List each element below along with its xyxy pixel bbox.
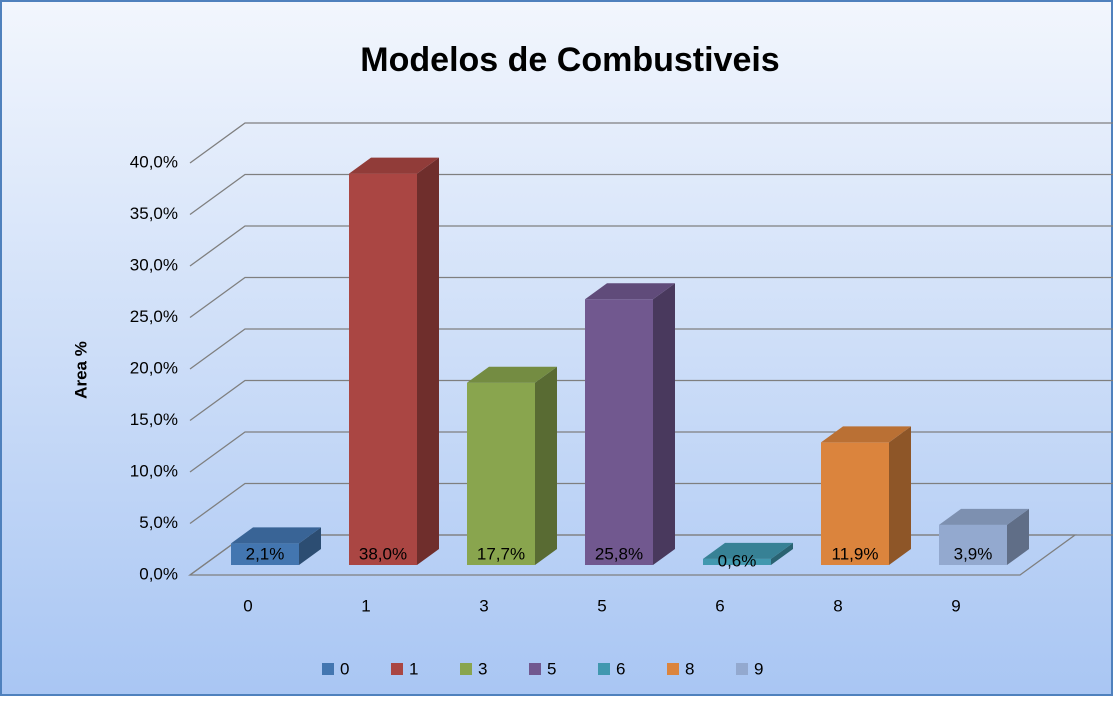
grid-line: [189, 122, 1113, 164]
y-tick-label: 40,0%: [130, 152, 178, 171]
bar-front: [703, 558, 771, 565]
y-tick-label: 5,0%: [139, 513, 178, 532]
x-tick-label: 5: [597, 596, 606, 615]
bar-top: [467, 366, 557, 383]
bar: [821, 426, 911, 565]
legend-label: 5: [547, 659, 556, 678]
bar-side: [771, 542, 793, 565]
bar: [231, 527, 321, 565]
bar-side: [417, 157, 439, 565]
legend-swatch: [322, 663, 334, 675]
chart-title: Modelos de Combustiveis: [360, 41, 779, 79]
legend-swatch: [529, 663, 541, 675]
data-label: 17,7%: [477, 544, 525, 563]
bar-front: [939, 524, 1007, 565]
grid-line: [189, 225, 1113, 267]
y-tick-label: 0,0%: [139, 564, 178, 583]
legend-label: 0: [340, 659, 349, 678]
data-label: 3,9%: [954, 544, 993, 563]
x-tick-label: 8: [833, 596, 842, 615]
x-tick-label: 0: [243, 596, 252, 615]
bar-side: [889, 426, 911, 565]
grid-line: [189, 379, 1113, 422]
bar-front: [231, 543, 299, 565]
y-tick-label: 35,0%: [130, 204, 178, 223]
data-label: 2,1%: [246, 544, 285, 563]
y-tick-label: 15,0%: [130, 410, 178, 429]
legend-swatch: [391, 663, 403, 675]
grid-line: [189, 173, 1113, 216]
bar-top: [939, 508, 1029, 525]
bar-top: [703, 542, 793, 559]
bar-side: [535, 366, 557, 565]
legend-label: 1: [409, 659, 418, 678]
legend-label: 6: [616, 659, 625, 678]
data-label: 25,8%: [595, 544, 643, 563]
bar-side: [1007, 508, 1029, 565]
bar: [585, 283, 675, 565]
legend-swatch: [736, 663, 748, 675]
data-label: 0,6%: [718, 551, 757, 570]
bar: [939, 508, 1029, 565]
x-tick-label: 6: [715, 596, 724, 615]
x-tick-label: 1: [361, 596, 370, 615]
grid-line: [189, 328, 1113, 370]
y-tick-label: 25,0%: [130, 307, 178, 326]
legend-swatch: [460, 663, 472, 675]
y-tick-label: 30,0%: [130, 255, 178, 274]
x-tick-label: 9: [951, 596, 960, 615]
bar: [703, 542, 793, 565]
legend-label: 3: [478, 659, 487, 678]
bar: [349, 157, 439, 565]
bar-top: [349, 157, 439, 174]
legend-label: 8: [685, 659, 694, 678]
grid-line: [189, 276, 1113, 319]
y-tick-label: 10,0%: [130, 461, 178, 480]
legend-swatch: [667, 663, 679, 675]
x-tick-label: 3: [479, 596, 488, 615]
bar-side: [299, 527, 321, 565]
legend-label: 9: [754, 659, 763, 678]
bar: [467, 366, 557, 565]
bar-top: [231, 527, 321, 544]
y-axis-label: Area %: [71, 341, 90, 399]
bar-front: [821, 442, 889, 565]
y-tick-label: 20,0%: [130, 358, 178, 377]
data-label: 38,0%: [359, 544, 407, 563]
bar-front: [349, 173, 417, 565]
bar-top: [585, 283, 675, 300]
grid-line: [189, 431, 1113, 473]
bar-front: [467, 382, 535, 565]
legend-swatch: [598, 663, 610, 675]
bar-front: [585, 299, 653, 565]
bar-top: [821, 426, 911, 443]
data-label: 11,9%: [832, 544, 879, 563]
bar-side: [653, 283, 675, 565]
